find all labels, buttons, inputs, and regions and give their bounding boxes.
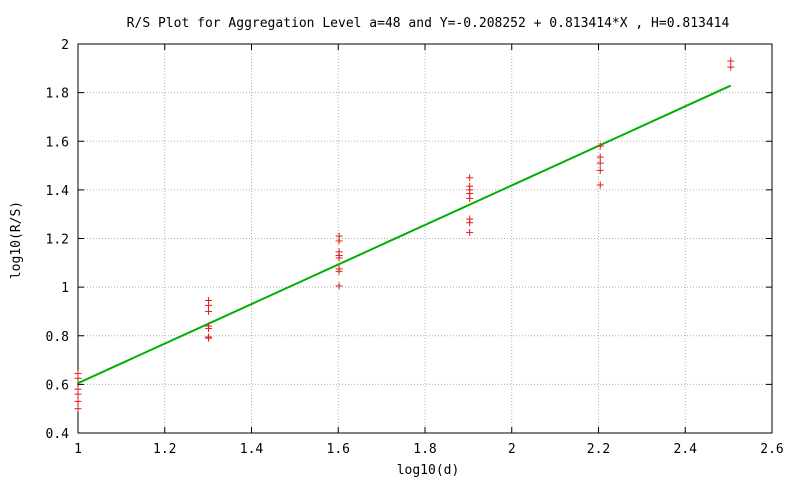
data-point [205, 324, 213, 332]
data-point [596, 142, 604, 150]
data-point [74, 397, 82, 405]
data-point [74, 390, 82, 398]
grid [78, 44, 772, 433]
data-point [205, 334, 213, 342]
data-point [335, 237, 343, 245]
y-tick-label: 1.8 [46, 87, 69, 102]
data-point [466, 174, 474, 182]
regression-line [77, 84, 732, 385]
y-tick-label: 1.4 [46, 184, 70, 199]
data-point [74, 374, 82, 382]
data-point [596, 166, 604, 174]
x-axis-label: log10(d) [397, 463, 460, 478]
data-point [74, 405, 82, 413]
y-axis-label: log10(R/S) [9, 201, 24, 279]
y-tick-label: 0.4 [46, 427, 70, 442]
x-tick-label: 2.2 [587, 442, 610, 457]
x-tick-label: 1.8 [413, 442, 436, 457]
x-tick-label: 1.6 [327, 442, 350, 457]
x-tick-label: 2.4 [674, 442, 698, 457]
x-tick-label: 1 [74, 442, 82, 457]
data-point [335, 267, 343, 275]
data-point [205, 307, 213, 315]
data-point [466, 219, 474, 227]
data-point [727, 57, 735, 65]
x-tick-label: 2.6 [760, 442, 783, 457]
chart-title: R/S Plot for Aggregation Level a=48 and … [127, 16, 730, 31]
data-point [727, 63, 735, 71]
data-point [466, 194, 474, 202]
data-point [335, 254, 343, 262]
y-tick-label: 0.6 [46, 378, 69, 393]
x-tick-label: 1.4 [240, 442, 264, 457]
x-tick-label: 1.2 [153, 442, 176, 457]
data-point [596, 181, 604, 189]
y-tick-label: 1.6 [46, 135, 69, 150]
y-tick-label: 1 [61, 281, 69, 296]
y-tick-label: 2 [61, 38, 69, 53]
data-point [205, 301, 213, 309]
data-point [596, 159, 604, 167]
axis-ticks: 1 1.2 1.4 1.6 1.8 2 2.2 2.4 2.6 0.4 0.6 0.8 1 1.2 1.4 1… [46, 38, 784, 457]
data-point [596, 153, 604, 161]
fit-line-layer [77, 84, 732, 385]
x-tick-label: 2 [508, 442, 516, 457]
data-point [466, 228, 474, 236]
data-point [335, 282, 343, 290]
y-tick-label: 0.8 [46, 330, 69, 345]
y-tick-label: 1.2 [46, 233, 69, 248]
data-points [74, 57, 735, 413]
